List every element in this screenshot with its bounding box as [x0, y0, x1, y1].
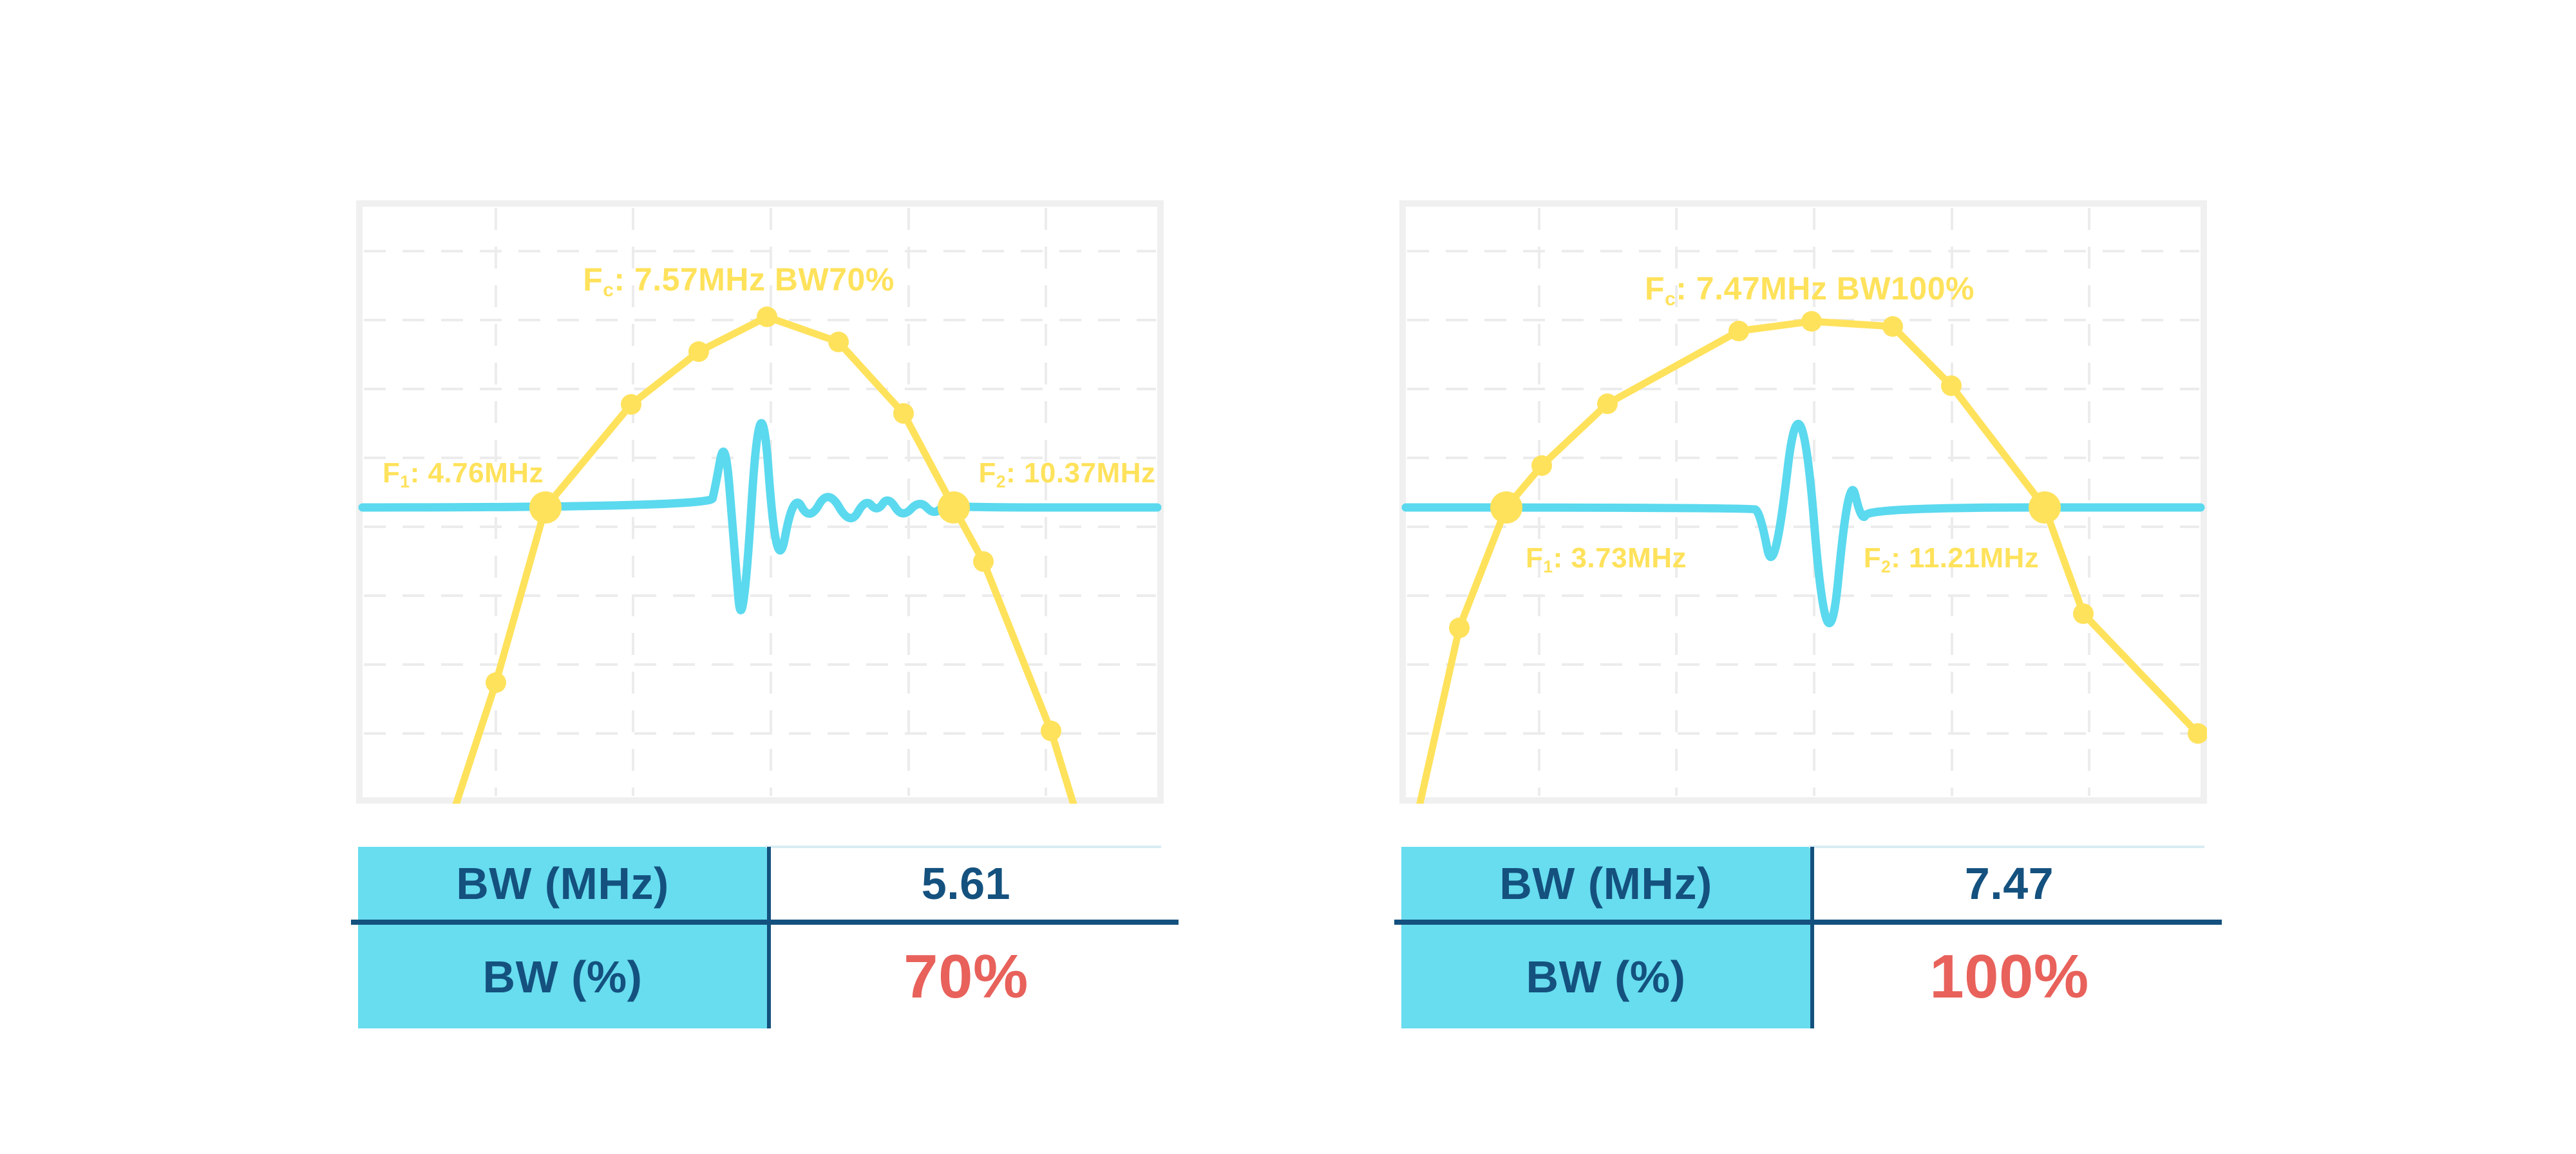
f2-label-value: : 11.21MHz	[1891, 542, 2040, 574]
spectrum-data-marker	[1882, 316, 1903, 337]
f1-label-subscript: 1	[400, 471, 410, 491]
f1-label-value: : 3.73MHz	[1553, 542, 1687, 574]
center-frequency-annotation: Fc: 7.47MHz BW100%	[1645, 272, 1975, 309]
table-row-separator	[1394, 920, 2222, 925]
bw-mhz-label: BW (MHz)	[456, 858, 669, 909]
f2-label-base: F	[1863, 542, 1882, 574]
spectrum-plot-bw100	[1399, 200, 2207, 804]
spectrum-data-marker	[893, 403, 914, 424]
fc-label-value: : 7.47MHz BW100%	[1676, 270, 1975, 307]
f2-annotation: F2: 10.37MHz	[978, 457, 1156, 491]
table-row-separator	[351, 920, 1179, 925]
bw-table-label-column	[1401, 847, 1810, 1028]
bw-mhz-value: 5.61	[921, 858, 1011, 909]
bw-mhz-label: BW (MHz)	[1499, 858, 1712, 909]
spectrum-data-marker	[2188, 723, 2207, 744]
f2-label-value: : 10.37MHz	[1006, 457, 1156, 489]
spectrum-data-marker	[1801, 311, 1822, 332]
bw-percent-label: BW (%)	[1526, 951, 1686, 1002]
plot-frame	[1399, 200, 2207, 804]
spectrum-data-marker	[621, 394, 641, 415]
spectrum-plot-bw70	[356, 200, 1164, 804]
spectrum-data-marker	[1597, 393, 1618, 414]
spectrum-chart-bw70: Fc: 7.57MHz BW70% F1: 4.76MHz F2: 10.37M…	[356, 200, 1164, 804]
spectrum-data-marker	[2073, 603, 2094, 624]
spectrum-data-marker	[757, 307, 777, 327]
spectrum-data-marker	[828, 332, 849, 352]
f2-annotation: F2: 11.21MHz	[1863, 542, 2040, 576]
bandwidth-edge-marker	[938, 491, 970, 524]
spectrum-data-marker	[1531, 455, 1552, 476]
plot-frame	[356, 200, 1164, 804]
table-top-border	[1809, 846, 2204, 848]
f1-label-value: : 4.76MHz	[410, 457, 544, 489]
spectrum-data-marker	[486, 672, 506, 693]
bw-table-label-column	[358, 847, 767, 1028]
f1-annotation: F1: 4.76MHz	[382, 457, 544, 491]
spectrum-data-marker	[1728, 321, 1749, 341]
spectrum-data-marker	[1449, 618, 1470, 638]
bandwidth-edge-marker	[2029, 491, 2061, 524]
fc-label-subscript: c	[603, 279, 614, 301]
table-top-border	[766, 846, 1161, 848]
bw-percent-value: 100%	[1929, 941, 2089, 1011]
table-column-divider	[767, 847, 771, 1028]
frequency-spectrum-curve	[1416, 317, 2202, 804]
f1-label-subscript: 1	[1543, 556, 1553, 576]
rf-pulse-waveform	[358, 419, 1162, 614]
bw-mhz-value: 7.47	[1964, 858, 2054, 909]
bw-percent-value: 70%	[904, 941, 1028, 1011]
bandwidth-edge-marker	[529, 491, 562, 524]
f1-label-base: F	[1525, 542, 1544, 574]
table-column-divider	[1810, 847, 1814, 1028]
f2-label-subscript: 2	[1881, 556, 1891, 576]
rf-pulse-waveform	[1401, 419, 2205, 628]
spectrum-chart-bw100: Fc: 7.47MHz BW100% F1: 3.73MHz F2: 11.21…	[1399, 200, 2207, 804]
fc-label-base: F	[1645, 270, 1665, 307]
fc-label-value: : 7.57MHz BW70%	[614, 261, 895, 298]
spectrum-data-marker	[688, 341, 709, 362]
f2-label-subscript: 2	[996, 471, 1007, 491]
f1-annotation: F1: 3.73MHz	[1525, 542, 1687, 576]
f2-label-base: F	[978, 457, 996, 489]
center-frequency-annotation: Fc: 7.57MHz BW70%	[583, 263, 895, 300]
spectrum-data-marker	[973, 551, 994, 572]
bw-table-left: BW (MHz) BW (%) 5.61 70%	[351, 846, 1179, 1028]
bw-percent-label: BW (%)	[482, 951, 643, 1002]
bw-table-right: BW (MHz) BW (%) 7.47 100%	[1394, 846, 2222, 1028]
spectrum-data-marker	[1941, 375, 1962, 396]
spectrum-data-marker	[1041, 721, 1061, 741]
fc-label-base: F	[583, 261, 603, 298]
frequency-spectrum-curve	[452, 313, 1077, 804]
bandwidth-edge-marker	[1490, 491, 1522, 524]
f1-label-base: F	[382, 457, 401, 489]
fc-label-subscript: c	[1665, 288, 1676, 310]
